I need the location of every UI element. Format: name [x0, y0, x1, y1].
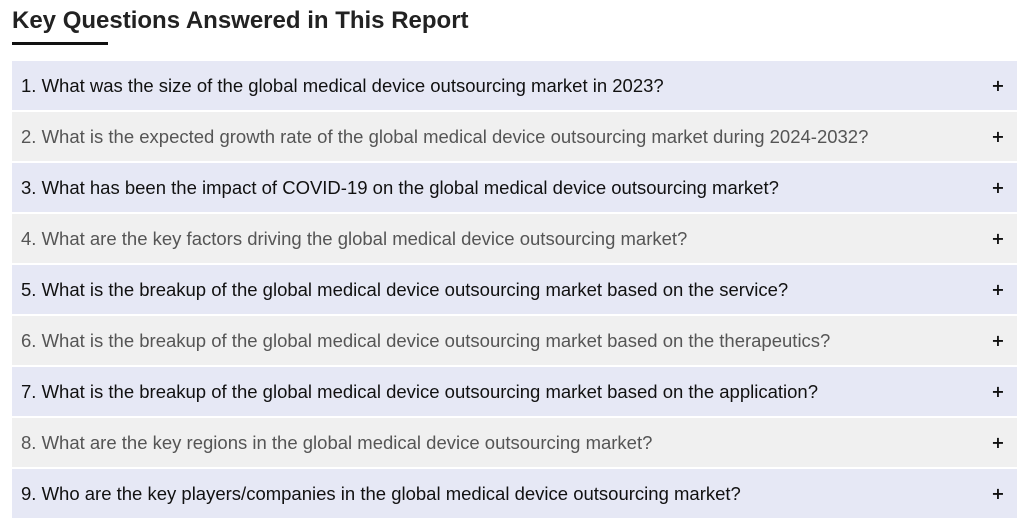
faq-question: 2. What is the expected growth rate of t…	[21, 125, 869, 147]
faq-question: 6. What is the breakup of the global med…	[21, 329, 831, 351]
section-title: Key Questions Answered in This Report	[12, 7, 469, 34]
plus-icon[interactable]: +	[991, 76, 1005, 95]
faq-accordion: 1. What was the size of the global medic…	[12, 61, 1017, 520]
faq-question: 9. Who are the key players/companies in …	[21, 482, 741, 504]
faq-item[interactable]: 2. What is the expected growth rate of t…	[12, 112, 1017, 161]
faq-question: 3. What has been the impact of COVID-19 …	[21, 176, 779, 198]
key-questions-section: Key Questions Answered in This Report	[12, 0, 1017, 45]
plus-icon[interactable]: +	[991, 382, 1005, 401]
faq-question: 7. What is the breakup of the global med…	[21, 380, 819, 402]
faq-question: 8. What are the key regions in the globa…	[21, 431, 653, 453]
title-underline	[12, 42, 108, 45]
faq-item[interactable]: 4. What are the key factors driving the …	[12, 214, 1017, 263]
plus-icon[interactable]: +	[991, 433, 1005, 452]
plus-icon[interactable]: +	[991, 484, 1005, 503]
faq-item[interactable]: 5. What is the breakup of the global med…	[12, 265, 1017, 314]
plus-icon[interactable]: +	[991, 178, 1005, 197]
faq-item[interactable]: 1. What was the size of the global medic…	[12, 61, 1017, 110]
faq-item[interactable]: 8. What are the key regions in the globa…	[12, 418, 1017, 467]
faq-item[interactable]: 3. What has been the impact of COVID-19 …	[12, 163, 1017, 212]
faq-item[interactable]: 9. Who are the key players/companies in …	[12, 469, 1017, 518]
faq-question: 5. What is the breakup of the global med…	[21, 278, 789, 300]
plus-icon[interactable]: +	[991, 280, 1005, 299]
faq-item[interactable]: 7. What is the breakup of the global med…	[12, 367, 1017, 416]
faq-question: 1. What was the size of the global medic…	[21, 74, 664, 96]
plus-icon[interactable]: +	[991, 127, 1005, 146]
plus-icon[interactable]: +	[991, 229, 1005, 248]
faq-item[interactable]: 6. What is the breakup of the global med…	[12, 316, 1017, 365]
plus-icon[interactable]: +	[991, 331, 1005, 350]
faq-question: 4. What are the key factors driving the …	[21, 227, 688, 249]
